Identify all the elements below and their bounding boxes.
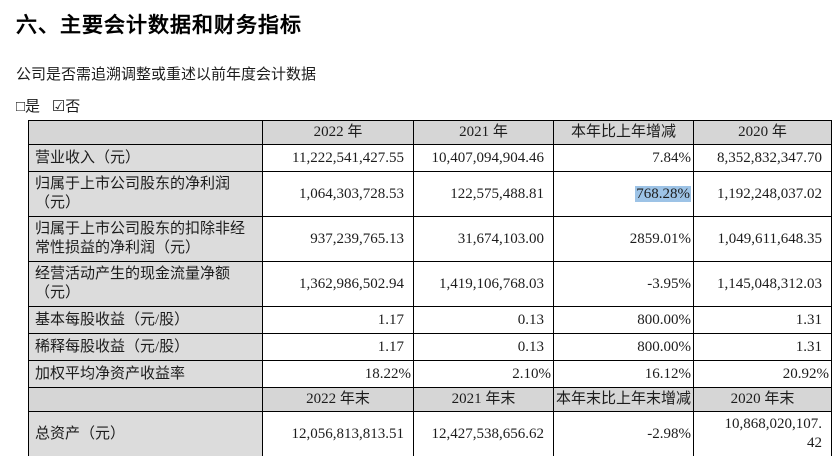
header-empty-cell (28, 387, 263, 412)
row-label: 归属于上市公司股东的扣除非经常性损益的净利润（元） (28, 216, 263, 262)
value-change: 768.28% (553, 171, 694, 217)
checkbox-no: ☑否 (51, 99, 81, 115)
row-label: 总资产（元） (28, 411, 263, 456)
header-eop-change: 本年末比上年末增减 (553, 387, 694, 412)
restatement-options: □是 ☑否 (0, 84, 834, 116)
value-2022: 1.17 (262, 306, 414, 334)
table-row-revenue: 营业收入（元） 11,222,541,427.55 10,407,094,904… (28, 144, 832, 172)
value-2020: 10,868,020,107.42 (693, 411, 832, 456)
header-eop-2020: 2020 年末 (693, 387, 832, 412)
table-row-operating-cash-flow: 经营活动产生的现金流量净额（元） 1,362,986,502.94 1,419,… (28, 261, 832, 307)
value-2021: 31,674,103.00 (413, 216, 554, 262)
value-change: 2859.01% (553, 216, 694, 262)
row-label: 营业收入（元） (28, 144, 263, 172)
value-2020: 1.31 (693, 306, 832, 334)
value-change: -2.98% (553, 411, 694, 456)
value-2021: 122,575,488.81 (413, 171, 554, 217)
value-2020: 8,352,832,347.70 (693, 144, 832, 172)
value-2022: 937,239,765.13 (262, 216, 414, 262)
value-2022: 11,222,541,427.55 (262, 144, 414, 172)
row-label: 稀释每股收益（元/股） (28, 333, 263, 361)
row-label: 经营活动产生的现金流量净额（元） (28, 261, 263, 307)
financial-indicators-table: 2022 年 2021 年 本年比上年增减 2020 年 营业收入（元） 11,… (28, 120, 832, 456)
value-2022: 1.17 (262, 333, 414, 361)
value-2021: 10,407,094,904.46 (413, 144, 554, 172)
value-change: 7.84% (553, 144, 694, 172)
value-2020: 20.92% (693, 360, 832, 388)
value-2020: 1.31 (693, 333, 832, 361)
value-2021: 12,427,538,656.62 (413, 411, 554, 456)
table-row-net-profit: 归属于上市公司股东的净利润（元） 1,064,303,728.53 122,57… (28, 171, 832, 217)
value-2021: 0.13 (413, 333, 554, 361)
value-2020: 1,192,248,037.02 (693, 171, 832, 217)
value-2022: 1,362,986,502.94 (262, 261, 414, 307)
header-eop-2022: 2022 年末 (262, 387, 414, 412)
table-row-weighted-avg-roe: 加权平均净资产收益率 18.22% 2.10% 16.12% 20.92% (28, 360, 832, 388)
table-row-diluted-eps: 稀释每股收益（元/股） 1.17 0.13 800.00% 1.31 (28, 333, 832, 361)
value-change: 800.00% (553, 306, 694, 334)
section-title: 六、主要会计数据和财务指标 (16, 13, 302, 37)
value-2021: 0.13 (413, 306, 554, 334)
table-header-annual: 2022 年 2021 年 本年比上年增减 2020 年 (28, 120, 832, 145)
table-header-end-of-period: 2022 年末 2021 年末 本年末比上年末增减 2020 年末 (28, 387, 832, 412)
header-yoy-change: 本年比上年增减 (553, 120, 694, 145)
row-label: 归属于上市公司股东的净利润（元） (28, 171, 263, 217)
header-empty-cell (28, 120, 263, 145)
value-2022: 1,064,303,728.53 (262, 171, 414, 217)
value-change: 16.12% (553, 360, 694, 388)
checkbox-yes: □是 (16, 99, 41, 115)
value-2021: 1,419,106,768.03 (413, 261, 554, 307)
value-2020: 1,049,611,648.35 (693, 216, 832, 262)
header-year-2021: 2021 年 (413, 120, 554, 145)
row-label: 加权平均净资产收益率 (28, 360, 263, 388)
table-row-basic-eps: 基本每股收益（元/股） 1.17 0.13 800.00% 1.31 (28, 306, 832, 334)
value-2022: 12,056,813,813.51 (262, 411, 414, 456)
table-row-net-profit-excl-nonrecurring: 归属于上市公司股东的扣除非经常性损益的净利润（元） 937,239,765.13… (28, 216, 832, 262)
value-change: -3.95% (553, 261, 694, 307)
highlighted-change-value: 768.28% (635, 185, 691, 202)
table-row-total-assets: 总资产（元） 12,056,813,813.51 12,427,538,656.… (28, 411, 832, 456)
value-2020: 1,145,048,312.03 (693, 261, 832, 307)
restatement-question: 公司是否需追溯调整或重述以前年度会计数据 (16, 67, 317, 83)
header-eop-2021: 2021 年末 (413, 387, 554, 412)
header-year-2022: 2022 年 (262, 120, 414, 145)
header-year-2020: 2020 年 (693, 120, 832, 145)
value-2022: 18.22% (262, 360, 414, 388)
row-label: 基本每股收益（元/股） (28, 306, 263, 334)
value-2021: 2.10% (413, 360, 554, 388)
value-change: 800.00% (553, 333, 694, 361)
